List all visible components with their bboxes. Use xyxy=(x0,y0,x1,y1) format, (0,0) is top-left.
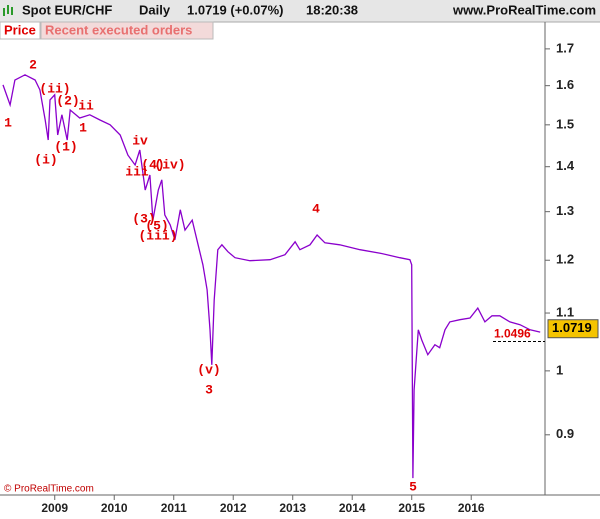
y-tick-label: 1.4 xyxy=(556,158,575,173)
y-tick-label: 1.7 xyxy=(556,40,574,55)
y-tick-label: 0.9 xyxy=(556,426,574,441)
wave-label: 4 xyxy=(312,201,320,216)
x-tick-label: 2015 xyxy=(398,501,425,515)
wave-label: (v) xyxy=(197,362,220,377)
x-tick-label: 2016 xyxy=(458,501,485,515)
x-tick-label: 2014 xyxy=(339,501,366,515)
wave-label: (5) xyxy=(145,218,168,233)
wave-label: (iii) xyxy=(138,228,177,243)
site: www.ProRealTime.com xyxy=(452,2,596,17)
wave-label: iii xyxy=(125,164,149,179)
wave-label: (i) xyxy=(34,152,57,167)
wave-label: (4) xyxy=(141,157,164,172)
footer: © ProRealTime.com xyxy=(4,484,94,495)
tab-label[interactable]: Recent executed orders xyxy=(45,22,192,37)
y-tick-label: 1.3 xyxy=(556,203,574,218)
y-tick-label: 1 xyxy=(556,362,563,377)
last-price-label: 1.0719 xyxy=(552,320,592,335)
x-tick-label: 2012 xyxy=(220,501,247,515)
tab-orders[interactable] xyxy=(40,21,214,40)
price-line xyxy=(2,74,541,479)
tab-label[interactable]: Price xyxy=(4,22,36,37)
x-tick-label: 2013 xyxy=(279,501,306,515)
x-tick-label: 2011 xyxy=(161,501,187,515)
time: 18:20:38 xyxy=(306,2,358,17)
y-tick-label: 1.2 xyxy=(556,252,574,267)
wave-label: iv xyxy=(132,133,148,148)
header-bar xyxy=(0,0,600,22)
wave-label: 1 xyxy=(4,115,12,130)
y-tick-label: 1.1 xyxy=(556,304,574,319)
wave-label: (1) xyxy=(54,139,77,154)
wave-label: (ii) xyxy=(39,81,70,96)
wave-label: (iv) xyxy=(154,157,185,172)
quote: 1.0719 (+0.07%) xyxy=(187,2,283,17)
chart-icon xyxy=(3,5,13,16)
wave-label: 5 xyxy=(409,479,417,494)
tab-price[interactable] xyxy=(0,21,41,40)
last-price-box xyxy=(547,319,599,339)
wave-label: 2 xyxy=(29,57,37,72)
period: Daily xyxy=(139,2,171,17)
x-tick-label: 2009 xyxy=(41,501,68,515)
wave-label: (2) xyxy=(56,93,79,108)
y-tick-label: 1.6 xyxy=(556,77,574,92)
wave-label: 3 xyxy=(205,382,213,397)
wave-label: (3) xyxy=(132,211,155,226)
reference-label: 1.0496 xyxy=(494,327,531,341)
y-tick-label: 1.5 xyxy=(556,116,574,131)
symbol: Spot EUR/CHF xyxy=(22,2,112,17)
wave-label: ii xyxy=(78,98,94,113)
x-tick-label: 2010 xyxy=(101,501,128,515)
wave-label: 1 xyxy=(79,120,87,135)
